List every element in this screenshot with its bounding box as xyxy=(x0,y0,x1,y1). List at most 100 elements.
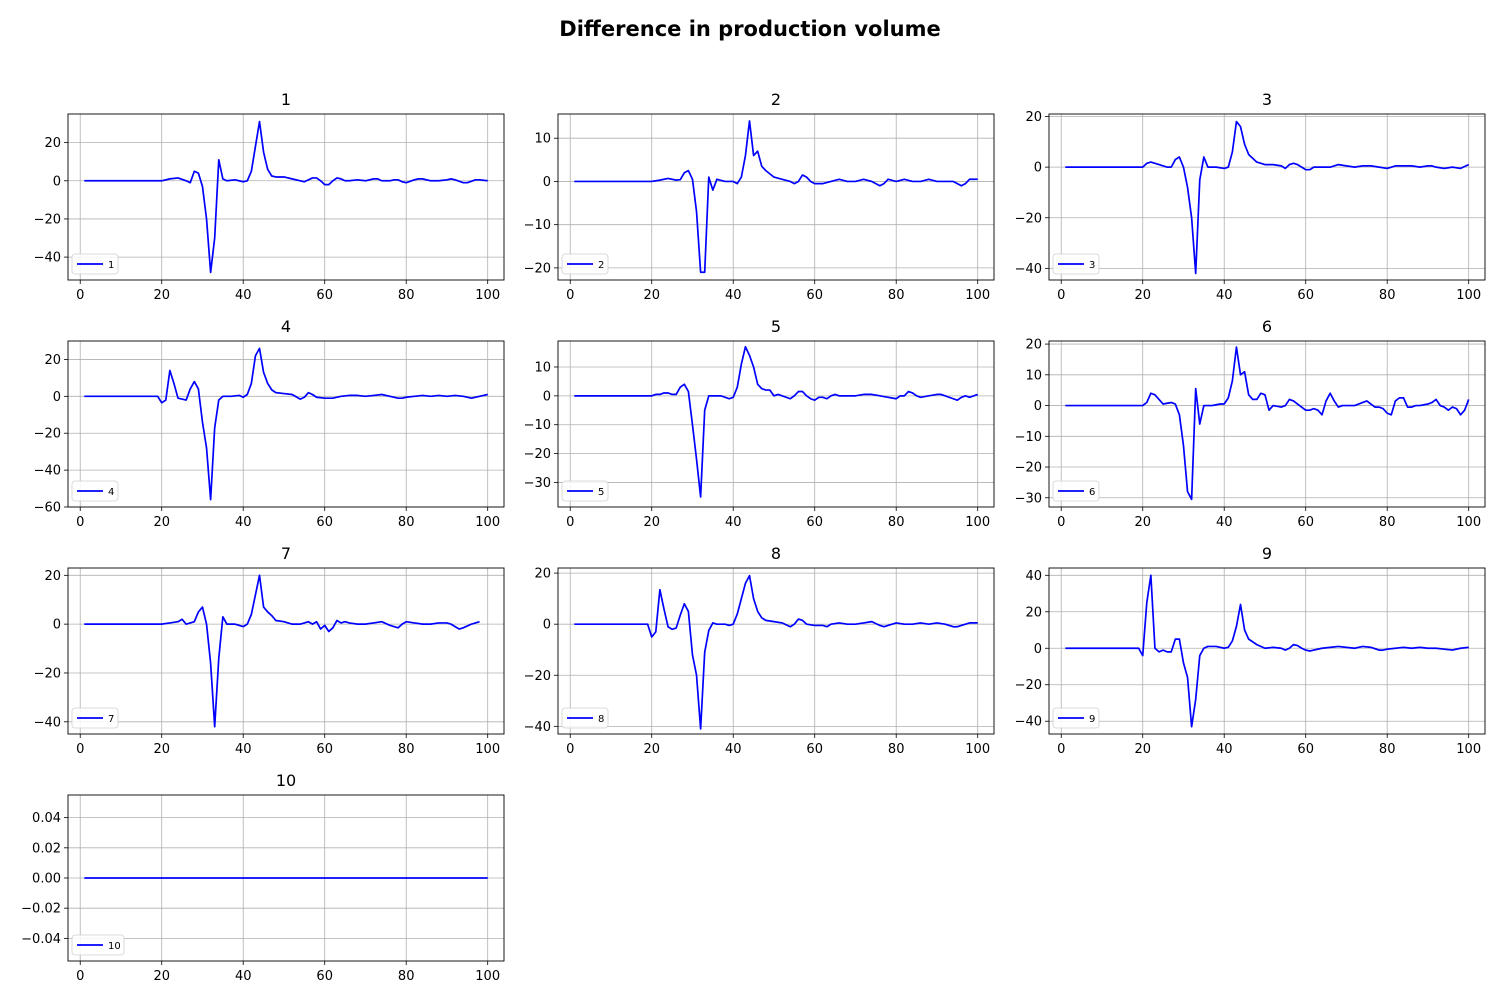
legend-label: 8 xyxy=(598,714,604,725)
x-tick-label: 100 xyxy=(475,969,500,984)
y-tick-label: −10 xyxy=(524,418,551,433)
y-tick-label: −20 xyxy=(34,212,61,227)
legend-label: 3 xyxy=(1089,260,1095,271)
x-tick-label: 20 xyxy=(153,515,170,530)
x-tick-label: 60 xyxy=(316,515,333,530)
x-tick-label: 100 xyxy=(1456,288,1481,303)
axes-frame xyxy=(1048,340,1486,508)
axes-frame xyxy=(557,340,995,508)
y-tick-label: 40 xyxy=(1025,569,1042,584)
x-tick-label: 20 xyxy=(153,742,170,757)
x-tick-label: 20 xyxy=(1134,742,1151,757)
x-tick-label: 40 xyxy=(725,288,742,303)
x-tick-label: 100 xyxy=(1456,742,1481,757)
x-tick-label: 20 xyxy=(643,515,660,530)
subplot-title: 4 xyxy=(281,317,291,336)
x-tick-label: 100 xyxy=(965,742,990,757)
legend-label: 6 xyxy=(1089,487,1095,498)
series-line xyxy=(84,574,480,728)
y-tick-label: 0 xyxy=(543,175,551,190)
y-tick-label: −10 xyxy=(1015,430,1042,445)
y-tick-label: −40 xyxy=(1015,262,1042,277)
legend-label: 2 xyxy=(598,260,604,271)
legend: 6 xyxy=(1052,480,1100,502)
legend: 3 xyxy=(1052,253,1100,275)
series-line xyxy=(574,574,978,730)
y-tick-label: −40 xyxy=(34,464,61,479)
legend: 2 xyxy=(561,253,609,275)
subplot-9: 9 0 20 40 60 80 100 −40 −20 0 20 40 9 xyxy=(1015,544,1486,757)
grid xyxy=(558,568,994,734)
x-tick-label: 20 xyxy=(153,288,170,303)
y-tick-label: 0 xyxy=(53,174,61,189)
x-tick-label: 0 xyxy=(566,515,574,530)
y-tick-label: −60 xyxy=(34,501,61,516)
x-tick-label: 0 xyxy=(566,742,574,757)
subplot-title: 10 xyxy=(276,771,296,790)
x-tick-label: 60 xyxy=(806,742,823,757)
subplot-title: 6 xyxy=(1262,317,1272,336)
y-tick-label: −20 xyxy=(1015,461,1042,476)
x-tick-label: 80 xyxy=(888,515,905,530)
x-tick-label: 20 xyxy=(1134,515,1151,530)
y-tick-label: −30 xyxy=(524,476,551,491)
x-tick-label: 60 xyxy=(316,288,333,303)
subplot-title: 8 xyxy=(771,544,781,563)
x-tick-label: 20 xyxy=(643,742,660,757)
series-line xyxy=(574,120,978,274)
x-tick-label: 40 xyxy=(235,288,252,303)
y-tick-label: −10 xyxy=(524,218,551,233)
x-tick-label: 20 xyxy=(643,288,660,303)
legend-label: 5 xyxy=(598,487,604,498)
figure-title: Difference in production volume xyxy=(559,17,940,41)
y-tick-label: 20 xyxy=(44,569,61,584)
y-tick-label: 20 xyxy=(1025,605,1042,620)
subplot-7: 7 0 20 40 60 80 100 −40 −20 0 20 7 xyxy=(34,544,505,757)
x-tick-label: 60 xyxy=(316,969,333,984)
y-tick-label: 0.02 xyxy=(32,841,61,856)
x-tick-label: 40 xyxy=(235,515,252,530)
y-tick-label: 0 xyxy=(1034,399,1042,414)
x-tick-label: 80 xyxy=(888,288,905,303)
x-tick-label: 20 xyxy=(153,969,170,984)
x-tick-label: 60 xyxy=(1297,515,1314,530)
y-tick-label: −40 xyxy=(1015,715,1042,730)
y-tick-label: 0 xyxy=(53,390,61,405)
x-tick-label: 100 xyxy=(1456,515,1481,530)
y-tick-label: 0 xyxy=(543,618,551,633)
x-tick-label: 40 xyxy=(1216,742,1233,757)
legend-label: 9 xyxy=(1089,714,1095,725)
series-line xyxy=(1065,120,1470,275)
legend: 5 xyxy=(561,480,609,502)
legend: 7 xyxy=(71,707,119,729)
x-tick-label: 80 xyxy=(1379,515,1396,530)
x-tick-label: 20 xyxy=(1134,288,1151,303)
axes-frame xyxy=(1048,113,1486,281)
y-tick-label: 20 xyxy=(1025,110,1042,125)
y-tick-label: −20 xyxy=(34,666,61,681)
y-tick-label: 10 xyxy=(534,132,551,147)
series-line xyxy=(1065,346,1470,501)
x-tick-label: 40 xyxy=(725,742,742,757)
y-tick-label: 0.00 xyxy=(32,872,61,887)
y-tick-label: −0.04 xyxy=(21,932,61,947)
y-tick-label: −20 xyxy=(524,447,551,462)
y-tick-label: 20 xyxy=(44,136,61,151)
legend: 9 xyxy=(1052,707,1100,729)
x-tick-label: 80 xyxy=(1379,288,1396,303)
y-tick-label: 10 xyxy=(534,360,551,375)
subplot-1: 1 0 20 40 60 80 100 −40 −20 0 20 1 xyxy=(34,90,505,303)
axes-frame xyxy=(67,567,505,735)
y-tick-label: 0 xyxy=(1034,161,1042,176)
y-tick-label: −0.02 xyxy=(21,902,61,917)
y-tick-label: −20 xyxy=(524,261,551,276)
x-tick-label: 100 xyxy=(475,288,500,303)
y-tick-label: −20 xyxy=(524,669,551,684)
subplot-title: 7 xyxy=(281,544,291,563)
y-tick-label: 0 xyxy=(1034,642,1042,657)
subplot-3: 3 0 20 40 60 80 100 −40 −20 0 20 3 xyxy=(1015,90,1486,303)
